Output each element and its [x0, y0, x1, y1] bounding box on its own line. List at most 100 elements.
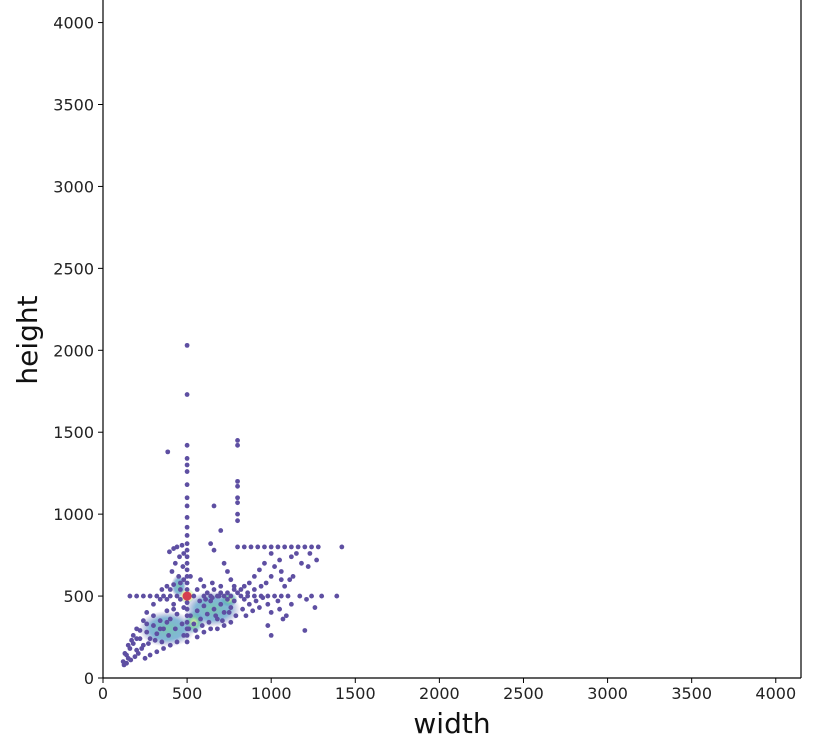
- data-point: [176, 574, 182, 579]
- data-point: [164, 596, 170, 602]
- data-point: [184, 560, 190, 566]
- data-point: [245, 590, 251, 596]
- x-tick-label: 4000: [755, 684, 796, 703]
- x-tick-label: 1000: [251, 684, 292, 703]
- data-point: [157, 626, 163, 632]
- data-point: [135, 651, 141, 656]
- data-point: [184, 342, 190, 348]
- data-point: [309, 593, 314, 599]
- data-point: [184, 600, 190, 606]
- data-point: [179, 542, 185, 548]
- data-point: [184, 515, 190, 520]
- data-point: [290, 574, 296, 579]
- data-point: [235, 483, 240, 489]
- data-point: [209, 580, 215, 586]
- data-point: [282, 583, 288, 589]
- data-point: [235, 442, 240, 448]
- data-point: [235, 500, 240, 506]
- data-point: [147, 593, 153, 599]
- data-point: [188, 613, 193, 619]
- data-point: [154, 593, 160, 599]
- data-point: [174, 593, 180, 599]
- density-peak-point: [182, 591, 192, 601]
- data-point: [184, 456, 190, 461]
- data-point: [144, 621, 150, 627]
- data-point: [228, 605, 234, 610]
- data-point: [172, 626, 178, 632]
- data-point: [307, 551, 313, 556]
- data-point: [255, 544, 261, 550]
- data-point: [288, 554, 294, 560]
- data-point: [127, 593, 133, 599]
- data-point: [184, 580, 190, 586]
- data-point: [181, 632, 187, 638]
- data-point: [137, 636, 143, 642]
- data-point: [177, 587, 183, 592]
- data-point: [214, 626, 220, 632]
- data-point: [184, 554, 190, 560]
- y-tick-label: 3000: [53, 177, 94, 196]
- data-point: [125, 642, 131, 648]
- data-point: [139, 646, 145, 651]
- data-point: [194, 587, 200, 592]
- data-point: [164, 608, 170, 614]
- data-point: [184, 619, 190, 625]
- data-point: [199, 623, 205, 628]
- data-point: [235, 478, 240, 484]
- data-point: [243, 613, 249, 619]
- data-point: [235, 495, 240, 501]
- data-point: [197, 598, 203, 604]
- data-point: [171, 606, 177, 612]
- data-point: [180, 564, 186, 569]
- data-point: [134, 626, 140, 632]
- data-point: [140, 618, 146, 624]
- data-point: [299, 560, 304, 566]
- y-tick-label: 4000: [53, 14, 94, 33]
- data-point: [228, 577, 234, 583]
- data-point: [226, 610, 232, 615]
- data-point: [142, 655, 148, 661]
- y-ticks: 0 500 1000 1500 2000 2500 3000 3500 4000: [53, 14, 103, 688]
- data-point: [208, 626, 214, 632]
- data-point: [132, 654, 138, 660]
- data-point: [278, 593, 284, 599]
- data-point: [171, 546, 177, 551]
- data-point: [164, 619, 170, 625]
- data-point: [241, 583, 247, 589]
- data-point: [231, 587, 237, 592]
- data-point: [275, 544, 281, 550]
- data-point: [211, 503, 217, 509]
- data-point: [263, 580, 269, 586]
- data-point: [319, 593, 325, 599]
- x-tick-label: 3500: [671, 684, 712, 703]
- data-point: [184, 574, 190, 579]
- data-point: [181, 605, 187, 610]
- data-point: [124, 652, 129, 658]
- data-point: [184, 392, 190, 397]
- data-point: [184, 533, 190, 538]
- data-point: [201, 603, 207, 609]
- data-point: [238, 587, 244, 592]
- y-tick-label: 3500: [53, 96, 94, 115]
- x-tick-label: 1500: [335, 684, 376, 703]
- data-point: [216, 593, 222, 599]
- x-axis-title: width: [413, 707, 490, 740]
- data-point: [171, 601, 177, 607]
- y-tick-label: 2000: [53, 341, 94, 360]
- data-point: [209, 595, 215, 601]
- data-point: [174, 639, 180, 645]
- data-point: [130, 632, 136, 638]
- data-point: [235, 518, 240, 524]
- data-point: [184, 567, 190, 573]
- data-point: [121, 662, 127, 668]
- data-point: [265, 623, 271, 628]
- data-point: [235, 544, 240, 550]
- data-point: [285, 593, 291, 599]
- data-point: [184, 547, 190, 553]
- data-point: [221, 610, 227, 615]
- data-point: [277, 606, 283, 612]
- y-tick-label: 0: [84, 669, 94, 688]
- data-point: [221, 560, 227, 566]
- data-point: [218, 601, 224, 607]
